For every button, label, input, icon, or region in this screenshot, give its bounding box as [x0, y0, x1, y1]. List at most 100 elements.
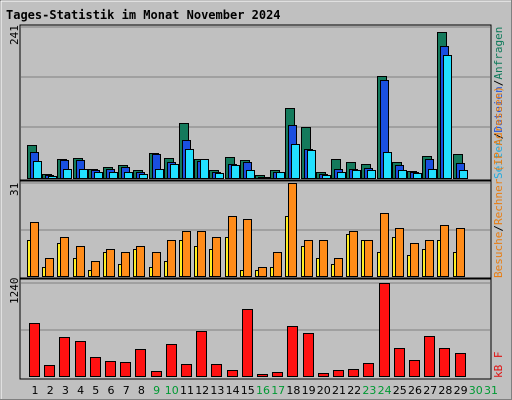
bar-kb-f-day-16 [257, 374, 268, 377]
grid-lines [21, 26, 490, 331]
bar-besuche-day-28 [440, 225, 449, 277]
bar-besuche-day-2 [45, 258, 54, 277]
bar-kb-f-day-29 [455, 353, 466, 377]
x-label-day-20: 20 [317, 384, 331, 397]
x-label-day-10: 10 [165, 384, 179, 397]
bar-kb-f-day-10 [166, 344, 177, 377]
bar-kb-f-day-12 [196, 331, 207, 377]
bar-besuche-day-16 [258, 267, 267, 277]
legend-separator-2: / [492, 80, 505, 87]
x-label-day-8: 8 [138, 384, 145, 397]
bar-kb-f-day-18 [287, 326, 298, 377]
x-label-day-31: 31 [484, 384, 498, 397]
x-label-day-28: 28 [438, 384, 452, 397]
bar-seiten-day-15 [246, 170, 255, 179]
x-label-day-7: 7 [123, 384, 130, 397]
bar-kb-f-day-15 [242, 309, 253, 377]
bar-besuche-day-4 [76, 246, 85, 277]
x-label-day-1: 1 [32, 384, 39, 397]
bar-kb-f-day-8 [135, 349, 146, 377]
x-label-day-27: 27 [423, 384, 437, 397]
bar-kb-f-day-7 [120, 362, 131, 377]
bar-seiten-day-26 [413, 173, 422, 179]
bar-seiten-day-16 [261, 177, 270, 179]
bar-besuche-day-10 [167, 240, 176, 277]
bar-seiten-day-10 [170, 164, 179, 179]
bar-seiten-day-18 [291, 144, 300, 179]
x-label-day-25: 25 [393, 384, 407, 397]
chart-title: Tages-Statistik im Monat November 2024 [6, 8, 281, 22]
bar-kb-f-day-2 [44, 365, 55, 377]
bar-besuche-day-22 [349, 231, 358, 277]
bar-besuche-day-6 [106, 249, 115, 277]
bar-kb-f-day-28 [439, 348, 450, 377]
legend-separator-3: / [492, 225, 505, 232]
bar-kb-f-day-25 [394, 348, 405, 377]
legend-besuche: Besuche [492, 232, 505, 278]
bar-besuche-day-18 [288, 183, 297, 277]
data-bars [27, 32, 468, 377]
bar-kb-f-day-23 [363, 363, 374, 377]
x-label-day-6: 6 [108, 384, 115, 397]
x-label-day-29: 29 [454, 384, 468, 397]
bar-besuche-day-17 [273, 252, 282, 277]
x-label-day-21: 21 [332, 384, 346, 397]
bar-seiten-day-14 [231, 165, 240, 179]
x-label-day-13: 13 [210, 384, 224, 397]
bar-seiten-day-12 [200, 159, 209, 179]
bar-besuche-day-26 [410, 243, 419, 277]
bar-kb-f-day-11 [181, 364, 192, 377]
bar-seiten-day-6 [109, 172, 118, 179]
x-label-day-22: 22 [347, 384, 361, 397]
x-label-day-15: 15 [241, 384, 255, 397]
bar-seiten-day-22 [352, 170, 361, 179]
bar-seiten-day-4 [79, 169, 88, 179]
bar-besuche-day-19 [304, 240, 313, 277]
bar-besuche-day-12 [197, 231, 206, 277]
bar-kb-f-day-6 [105, 361, 116, 377]
bar-besuche-day-25 [395, 228, 404, 277]
bar-besuche-day-21 [334, 258, 343, 277]
y-max-visitors: 31 [8, 183, 21, 196]
bar-seiten-day-21 [337, 172, 346, 179]
bar-seiten-day-3 [63, 169, 72, 179]
bar-besuche-day-3 [60, 237, 69, 277]
bar-seiten-day-28 [443, 55, 452, 179]
bar-besuche-day-14 [228, 216, 237, 277]
bar-kb-f-day-3 [59, 337, 70, 377]
legend-kb: kB F [492, 352, 505, 379]
bar-seiten-day-29 [459, 170, 468, 179]
bar-besuche-day-13 [212, 237, 221, 277]
bar-kb-f-day-17 [272, 372, 283, 377]
x-label-day-12: 12 [195, 384, 209, 397]
bar-seiten-day-23 [367, 170, 376, 179]
legend-requests: Seiten/Dateien/Anfragen [492, 27, 505, 179]
x-label-day-26: 26 [408, 384, 422, 397]
bar-kb-f-day-27 [424, 336, 435, 377]
bar-kb-f-day-20 [318, 373, 329, 377]
bar-kb-f-day-13 [211, 364, 222, 377]
bar-seiten-day-24 [383, 152, 392, 179]
bar-seiten-day-9 [155, 169, 164, 179]
bar-kb-f-day-24 [379, 283, 390, 377]
x-axis-labels: 1 2 3 4 5 6 7 8 9 10 11 12 13 14 15 16 17 18 19 20 21 22 23 24 2… [32, 384, 499, 397]
bar-besuche-day-9 [152, 252, 161, 277]
bar-kb-f-day-4 [75, 341, 86, 377]
x-label-day-11: 11 [180, 384, 194, 397]
bar-kb-f-day-9 [151, 371, 162, 377]
bar-besuche-day-8 [136, 246, 145, 277]
legend-visitors: Besuche/Rechner (IP-Adressen) [492, 86, 505, 278]
x-label-day-19: 19 [302, 384, 316, 397]
x-label-day-30: 30 [469, 384, 483, 397]
bar-seiten-day-11 [185, 149, 194, 179]
x-label-day-4: 4 [77, 384, 84, 397]
bar-seiten-day-8 [139, 174, 148, 179]
legend-seiten: Seiten [492, 139, 505, 179]
legend-rechner: Rechner (IP-Adressen) [492, 86, 505, 225]
legend-anfragen: Anfragen [492, 27, 505, 80]
bar-kb-f-day-21 [333, 370, 344, 377]
bar-kb-f-day-19 [303, 333, 314, 377]
bar-besuche-day-11 [182, 231, 191, 277]
bar-besuche-day-27 [425, 240, 434, 277]
